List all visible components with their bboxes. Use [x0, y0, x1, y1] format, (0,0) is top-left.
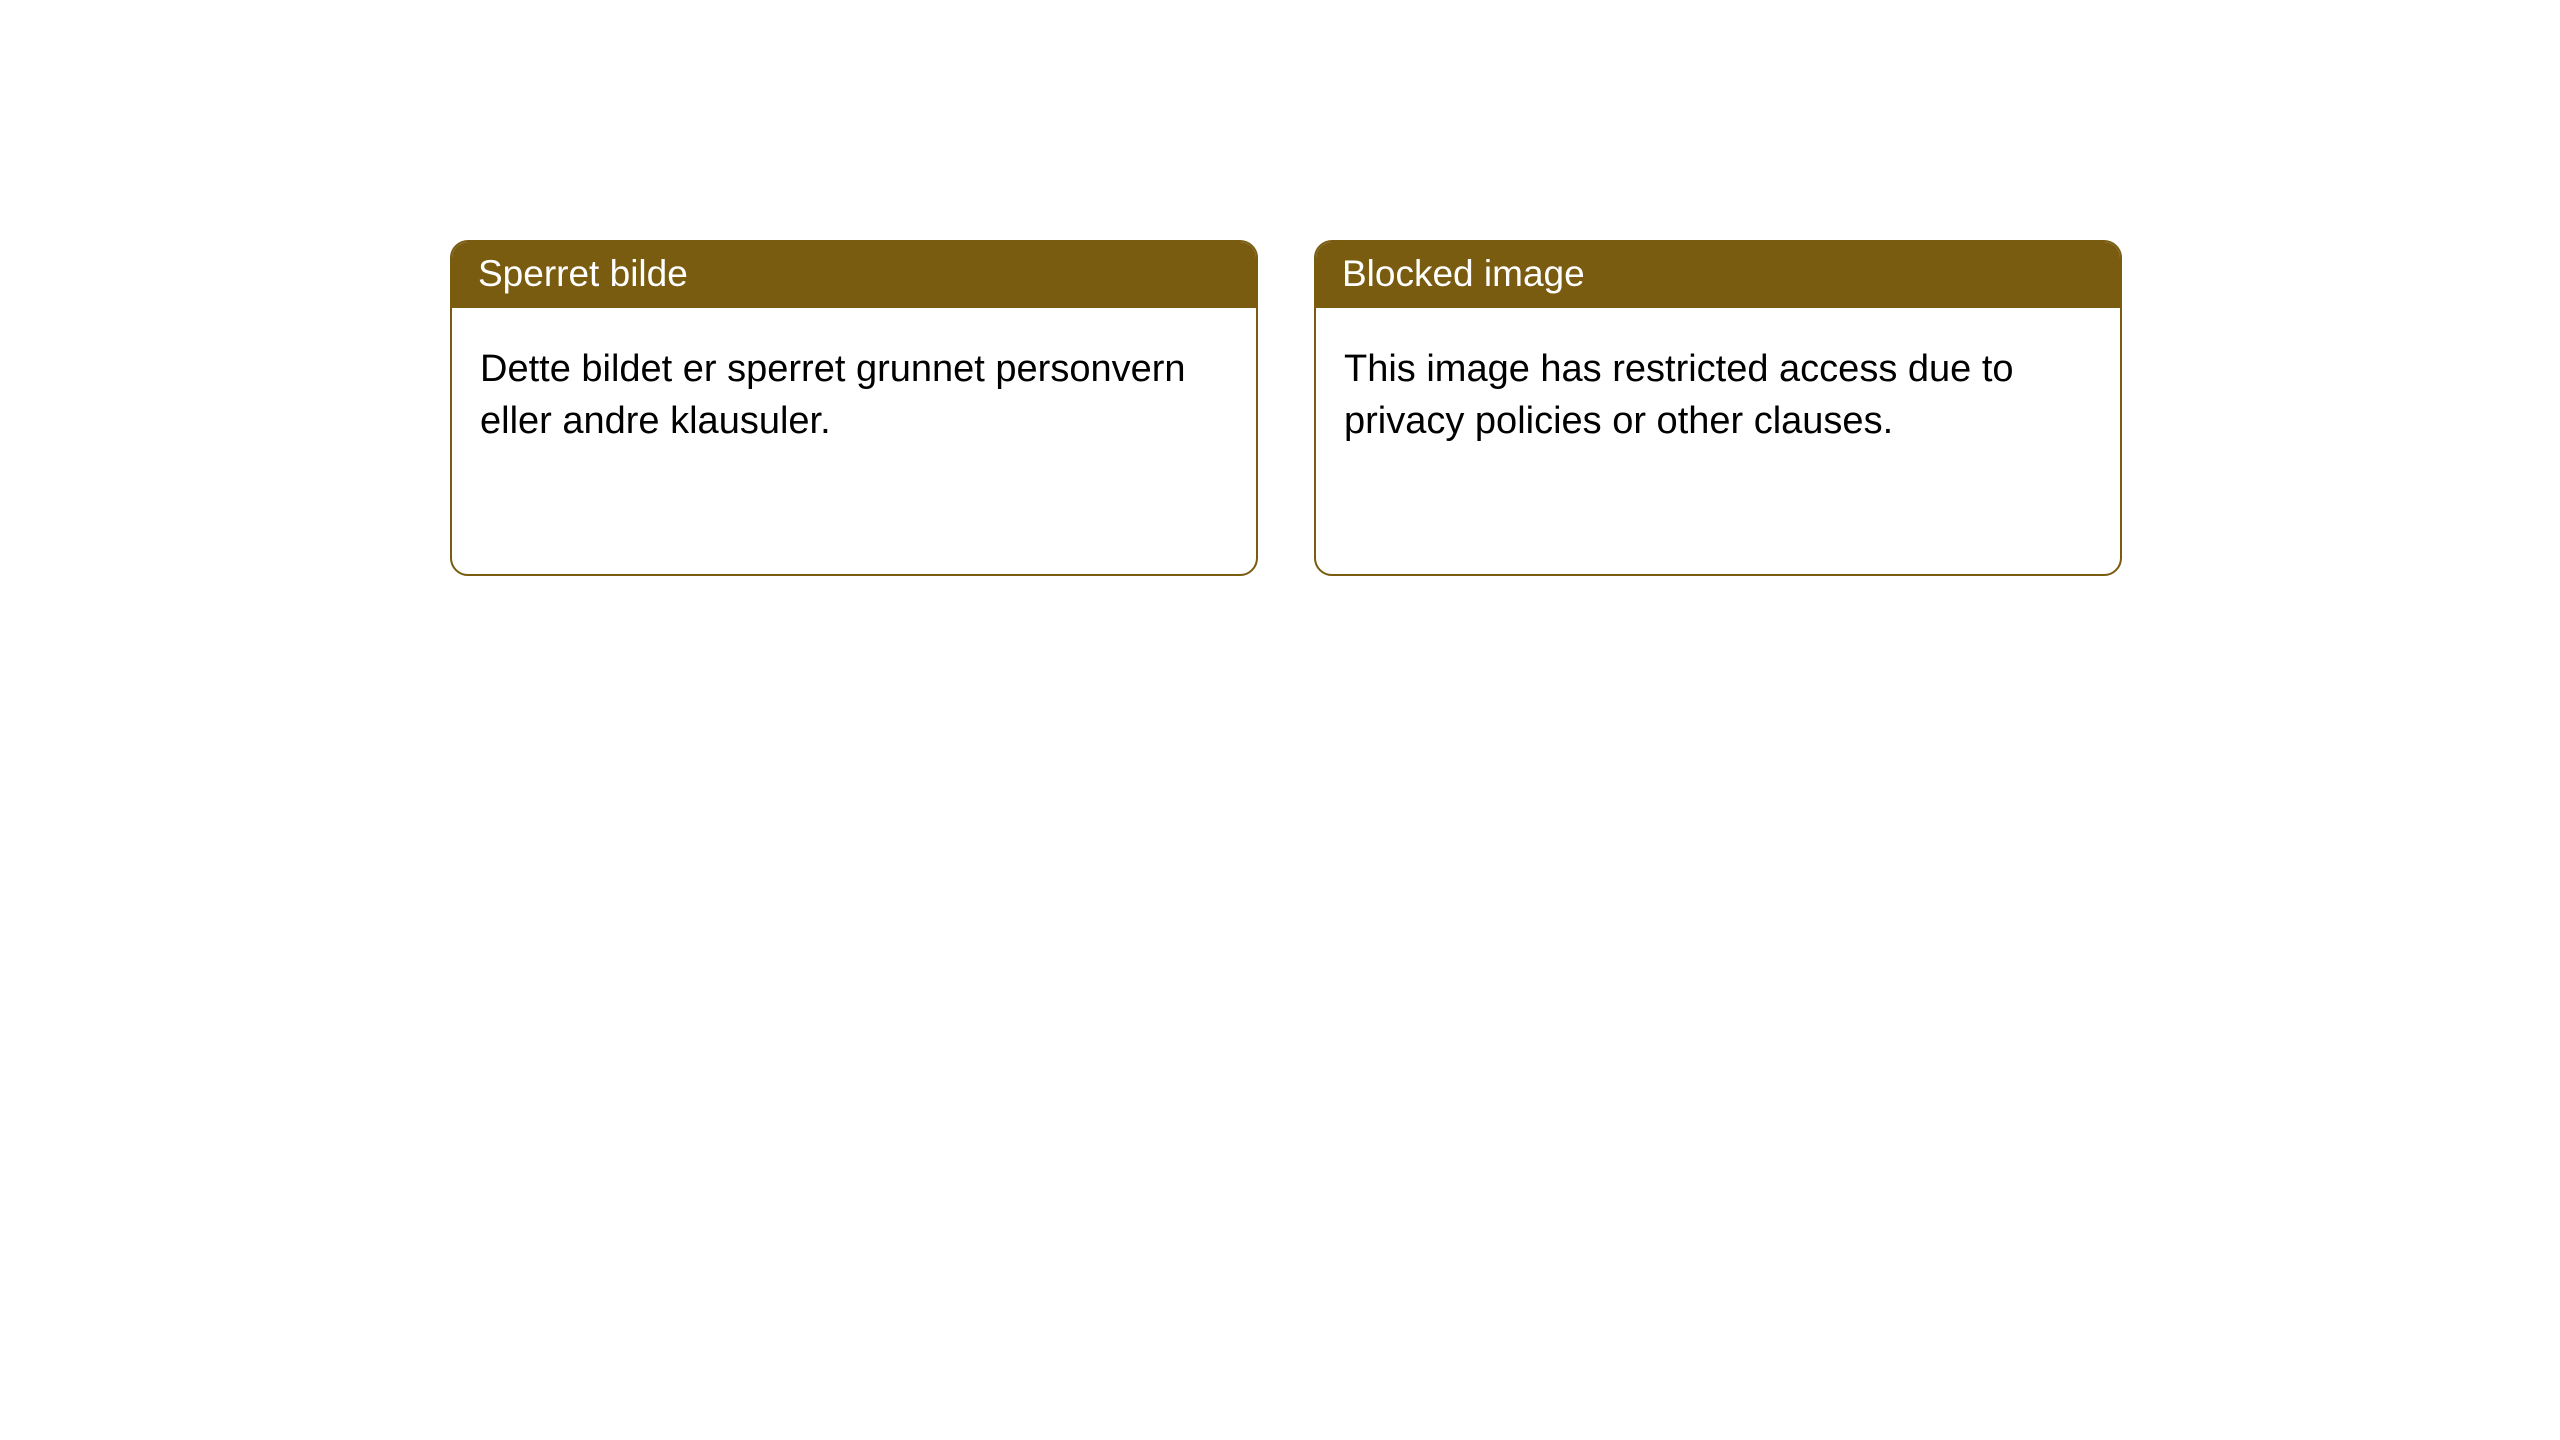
notice-body: Dette bildet er sperret grunnet personve… — [452, 308, 1256, 475]
notice-box-english: Blocked image This image has restricted … — [1314, 240, 2122, 576]
notice-header: Blocked image — [1316, 242, 2120, 308]
notice-box-norwegian: Sperret bilde Dette bildet er sperret gr… — [450, 240, 1258, 576]
notice-container: Sperret bilde Dette bildet er sperret gr… — [0, 0, 2560, 576]
notice-header: Sperret bilde — [452, 242, 1256, 308]
notice-body: This image has restricted access due to … — [1316, 308, 2120, 475]
